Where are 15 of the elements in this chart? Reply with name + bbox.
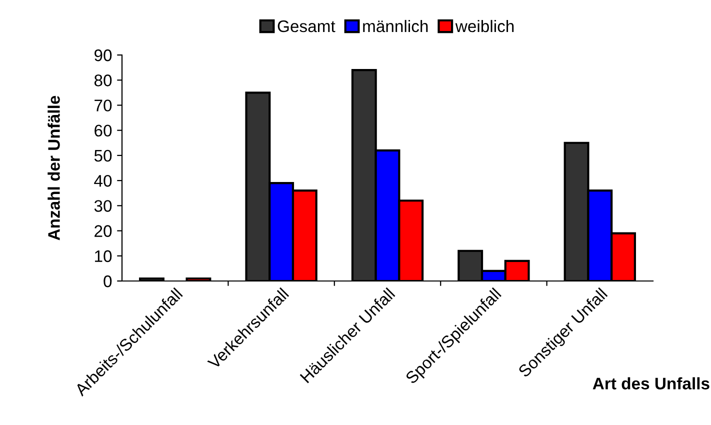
y-tick-label: 20 <box>94 225 112 237</box>
y-tick-label: 40 <box>94 174 112 187</box>
legend-label: weiblich <box>455 20 514 32</box>
y-tick-label: 10 <box>95 250 112 262</box>
y-tick-label: 0 <box>104 275 112 288</box>
legend-label: Gesamt <box>278 20 336 32</box>
y-tick-label: 60 <box>94 124 112 137</box>
y-tick-label: 90 <box>94 49 112 62</box>
y-tick-label: 30 <box>94 200 112 212</box>
y-tick-label: 80 <box>94 74 112 86</box>
y-axis-title: Anzahl der Unfälle <box>48 96 60 240</box>
y-tick-label: 50 <box>94 150 112 162</box>
x-axis-title: Art des Unfalls <box>592 377 710 390</box>
legend-label: männlich <box>363 20 428 32</box>
y-tick-label: 70 <box>94 100 112 112</box>
